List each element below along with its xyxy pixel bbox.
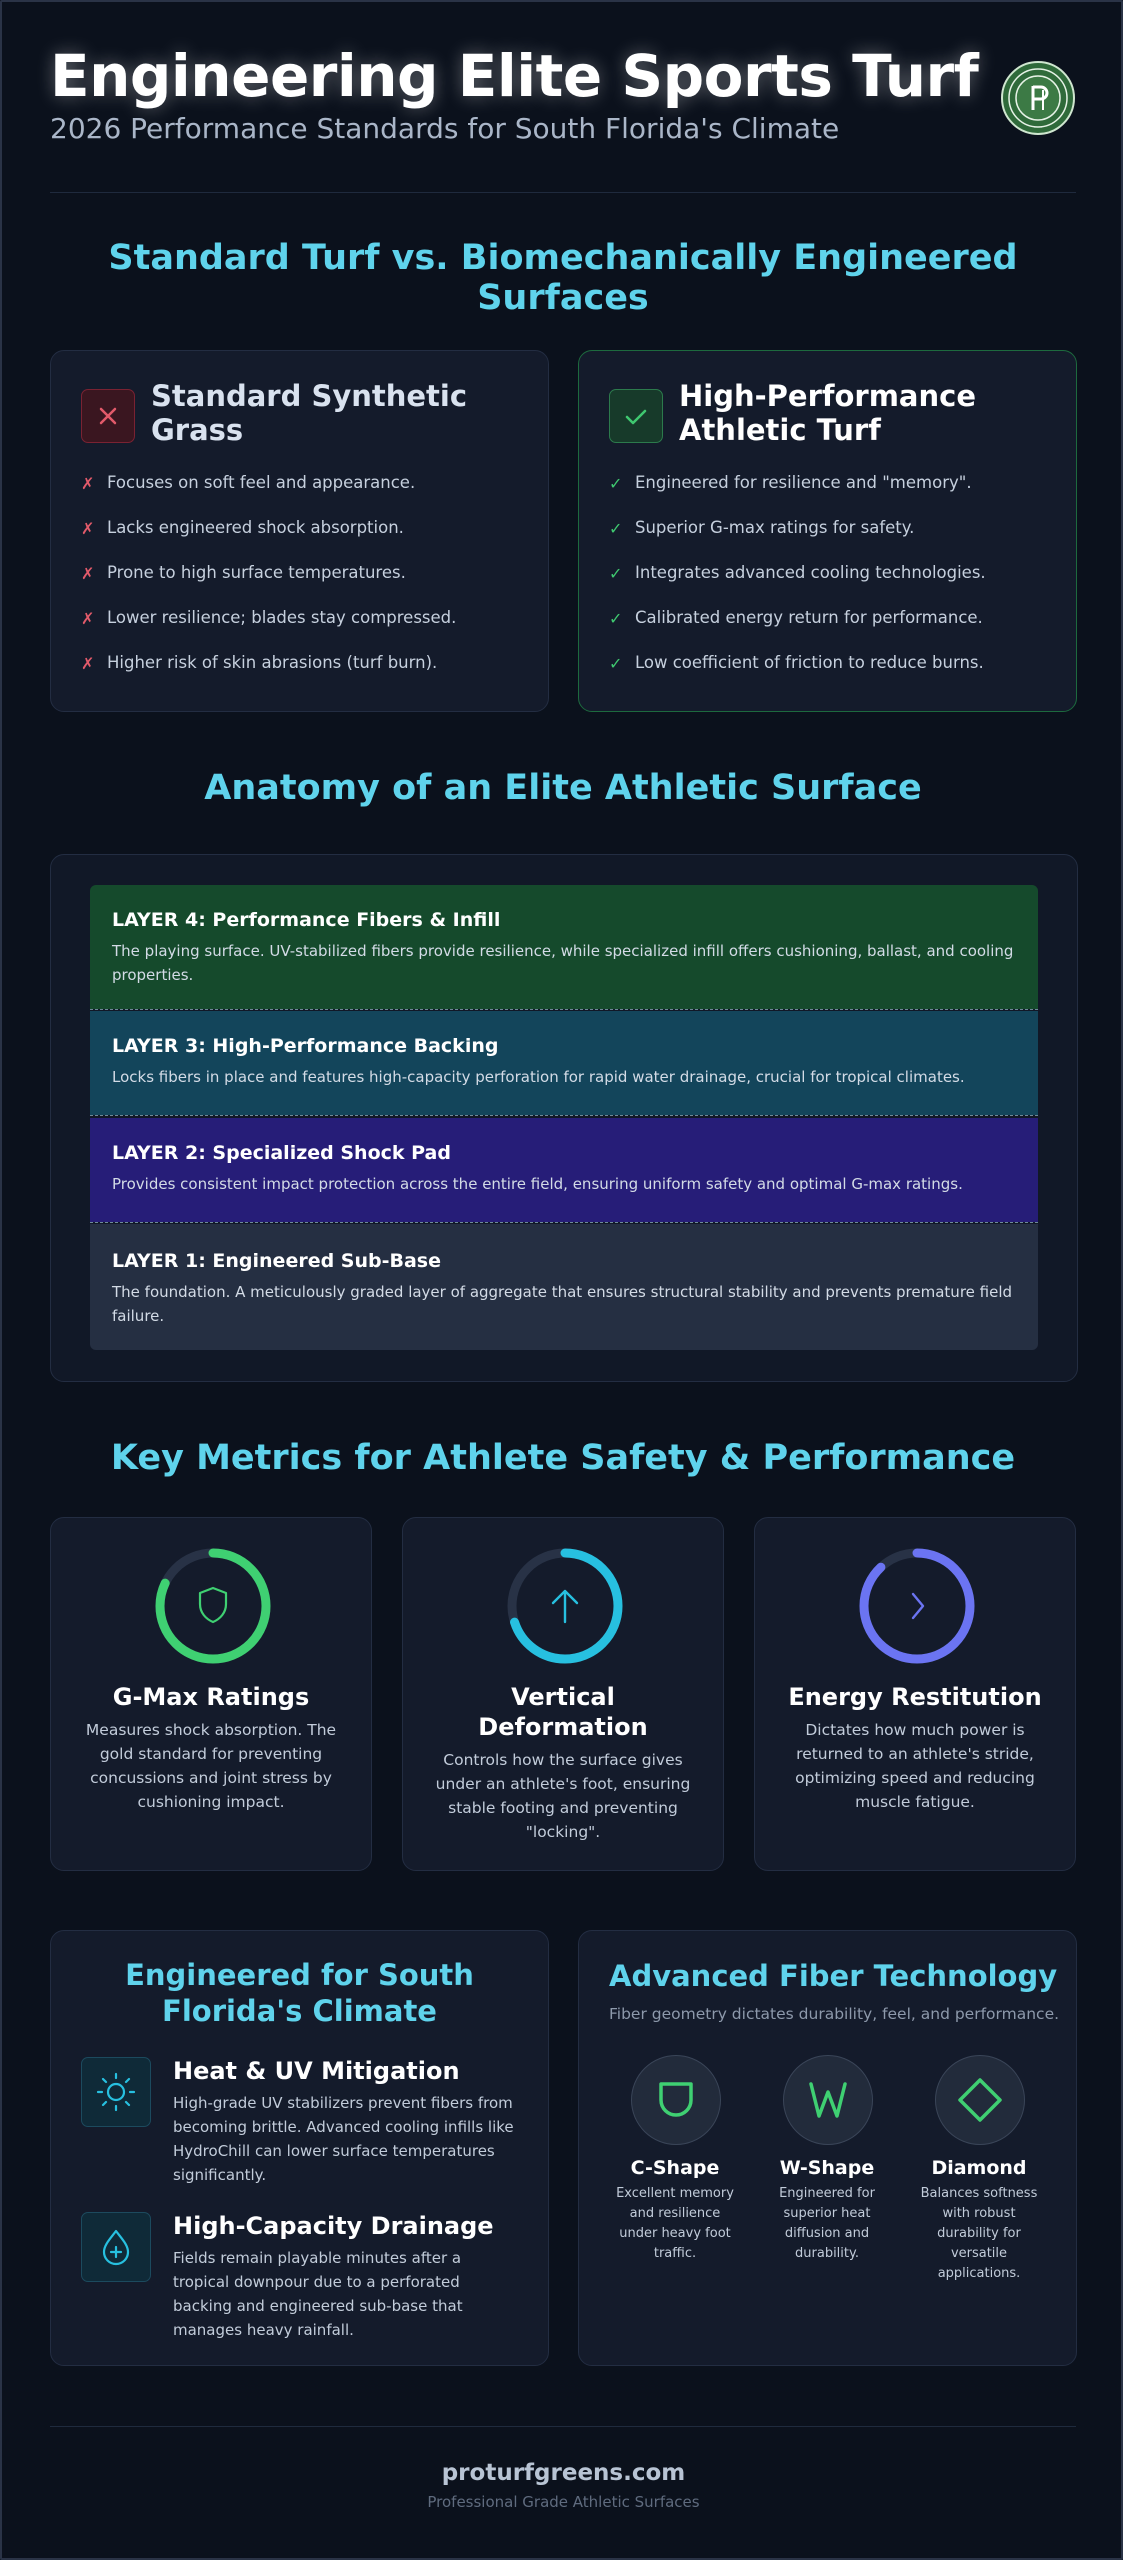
diamond-icon bbox=[935, 2055, 1025, 2145]
check-mark-icon: ✓ bbox=[609, 519, 623, 538]
standard-turf-title: Standard Synthetic Grass bbox=[151, 379, 468, 447]
metrics-section-title: Key Metrics for Athlete Safety & Perform… bbox=[110, 1438, 1016, 1478]
climate-item-title: High-Capacity Drainage bbox=[173, 2212, 494, 2240]
fiber-title: Advanced Fiber Technology bbox=[609, 1959, 1058, 1993]
list-item: ✓ Superior G-max ratings for safety. bbox=[609, 518, 915, 538]
climate-item-description: Fields remain playable minutes after a t… bbox=[173, 2249, 463, 2339]
check-mark-icon: ✓ bbox=[609, 609, 623, 628]
standard-turf-card: Standard Synthetic Grass ✗ Focuses on sof… bbox=[50, 350, 549, 712]
x-mark-icon: ✗ bbox=[81, 519, 95, 538]
layer-divider bbox=[90, 1115, 1038, 1116]
layer-title: LAYER 2: Specialized Shock Pad bbox=[112, 1142, 451, 1164]
header-divider bbox=[50, 192, 1076, 193]
footer-divider bbox=[50, 2426, 1076, 2427]
fiber-name: C-Shape bbox=[630, 2157, 720, 2179]
climate-item-title: Heat & UV Mitigation bbox=[173, 2057, 460, 2085]
fiber-name: W-Shape bbox=[779, 2157, 875, 2179]
performance-turf-card: High-Performance Athletic Turf ✓ Engineer… bbox=[578, 350, 1077, 712]
c-shape-icon bbox=[631, 2055, 721, 2145]
metric-card-energy-restitution: Energy Restitution Dictates how much pow… bbox=[754, 1517, 1076, 1871]
layer-divider bbox=[90, 1009, 1038, 1010]
x-mark-icon: ✗ bbox=[81, 564, 95, 583]
comparison-section-title: Standard Turf vs. Biomechanically Engine… bbox=[108, 238, 1018, 318]
performance-turf-list: ✓ Engineered for resilience and "memory".… bbox=[609, 473, 1049, 698]
chevron-right-icon bbox=[911, 1592, 925, 1620]
x-mark-icon: ✗ bbox=[81, 474, 95, 493]
fiber-name: Diamond bbox=[931, 2157, 1027, 2179]
list-item: ✗ Focuses on soft feel and appearance. bbox=[81, 473, 416, 493]
layer-description: Provides consistent impact protection ac… bbox=[112, 1175, 963, 1193]
layer-description: The playing surface. UV-stabilized fiber… bbox=[112, 942, 1014, 984]
fiber-description: Balances softness with robust durability… bbox=[920, 2186, 1038, 2281]
turf-company-seal-icon bbox=[1000, 60, 1076, 136]
footer-site-link[interactable]: proturfgreens.com bbox=[441, 2460, 686, 2486]
metric-description: Dictates how much power is returned to a… bbox=[795, 1721, 1035, 1811]
metric-title: Energy Restitution bbox=[788, 1683, 1042, 1711]
standard-turf-list: ✗ Focuses on soft feel and appearance. ✗ L… bbox=[81, 473, 521, 698]
footer-tagline: Professional Grade Athletic Surfaces bbox=[427, 2493, 700, 2511]
climate-title: Engineered for South Florida's Climate bbox=[125, 1958, 474, 2028]
x-mark-icon: ✗ bbox=[81, 609, 95, 628]
layer-title: LAYER 3: High-Performance Backing bbox=[112, 1035, 499, 1057]
x-mark-icon: ✗ bbox=[81, 654, 95, 673]
list-item: ✓ Low coefficient of friction to reduce b… bbox=[609, 653, 984, 673]
metric-description: Measures shock absorption. The gold stan… bbox=[85, 1721, 337, 1811]
list-item: ✗ Prone to high surface temperatures. bbox=[81, 563, 406, 583]
layer-2: LAYER 2: Specialized Shock Pad Provides … bbox=[90, 1118, 1038, 1222]
fiber-subtitle: Fiber geometry dictates durability, feel… bbox=[609, 2005, 1060, 2023]
arrow-up-icon bbox=[551, 1589, 579, 1624]
metric-title: G-Max Ratings bbox=[112, 1683, 310, 1711]
layer-description: Locks fibers in place and features high-… bbox=[112, 1068, 965, 1086]
climate-item-description: High-grade UV stabilizers prevent fibers… bbox=[173, 2094, 514, 2184]
gmax-progress-ring bbox=[155, 1548, 271, 1664]
water-drop-icon bbox=[81, 2212, 151, 2282]
metric-title: Vertical Deformation bbox=[478, 1683, 648, 1741]
performance-turf-title: High-Performance Athletic Turf bbox=[679, 379, 977, 447]
sun-icon bbox=[81, 2057, 151, 2127]
layer-title: LAYER 1: Engineered Sub-Base bbox=[112, 1250, 441, 1272]
metric-card-gmax: G-Max Ratings Measures shock absorption.… bbox=[50, 1517, 372, 1871]
w-shape-icon bbox=[783, 2055, 873, 2145]
check-mark-icon: ✓ bbox=[609, 654, 623, 673]
layer-title: LAYER 4: Performance Fibers & Infill bbox=[112, 909, 501, 931]
climate-card: Engineered for South Florida's Climate H… bbox=[50, 1930, 549, 2366]
vertical-deformation-progress-ring bbox=[507, 1548, 623, 1664]
list-item: ✗ Higher risk of skin abrasions (turf bur… bbox=[81, 653, 438, 673]
list-item: ✓ Calibrated energy return for performanc… bbox=[609, 608, 983, 628]
x-icon bbox=[81, 389, 135, 443]
list-item: ✓ Integrates advanced cooling technologie… bbox=[609, 563, 986, 583]
energy-restitution-progress-ring bbox=[859, 1548, 975, 1664]
check-mark-icon: ✓ bbox=[609, 474, 623, 493]
page-title: Engineering Elite Sports Turf bbox=[50, 42, 979, 110]
page-subtitle: 2026 Performance Standards for South Flo… bbox=[50, 112, 840, 145]
metric-card-vertical-deformation: Vertical Deformation Controls how the su… bbox=[402, 1517, 724, 1871]
check-icon bbox=[609, 389, 663, 443]
anatomy-section-title: Anatomy of an Elite Athletic Surface bbox=[204, 768, 922, 808]
layer-divider bbox=[90, 1222, 1038, 1223]
layer-4: LAYER 4: Performance Fibers & Infill The… bbox=[90, 885, 1038, 1009]
list-item: ✓ Engineered for resilience and "memory". bbox=[609, 473, 972, 493]
list-item: ✗ Lower resilience; blades stay compresse… bbox=[81, 608, 457, 628]
fiber-technology-card: Advanced Fiber Technology Fiber geometry… bbox=[578, 1930, 1077, 2366]
fiber-description: Excellent memory and resilience under he… bbox=[616, 2186, 734, 2261]
fiber-description: Engineered for superior heat diffusion a… bbox=[779, 2186, 875, 2261]
shield-icon bbox=[198, 1586, 228, 1624]
layer-3: LAYER 3: High-Performance Backing Locks … bbox=[90, 1011, 1038, 1115]
check-mark-icon: ✓ bbox=[609, 564, 623, 583]
layer-1: LAYER 1: Engineered Sub-Base The foundat… bbox=[90, 1224, 1038, 1350]
layer-description: The foundation. A meticulously graded la… bbox=[112, 1283, 1013, 1325]
metric-description: Controls how the surface gives under an … bbox=[435, 1751, 691, 1841]
list-item: ✗ Lacks engineered shock absorption. bbox=[81, 518, 404, 538]
